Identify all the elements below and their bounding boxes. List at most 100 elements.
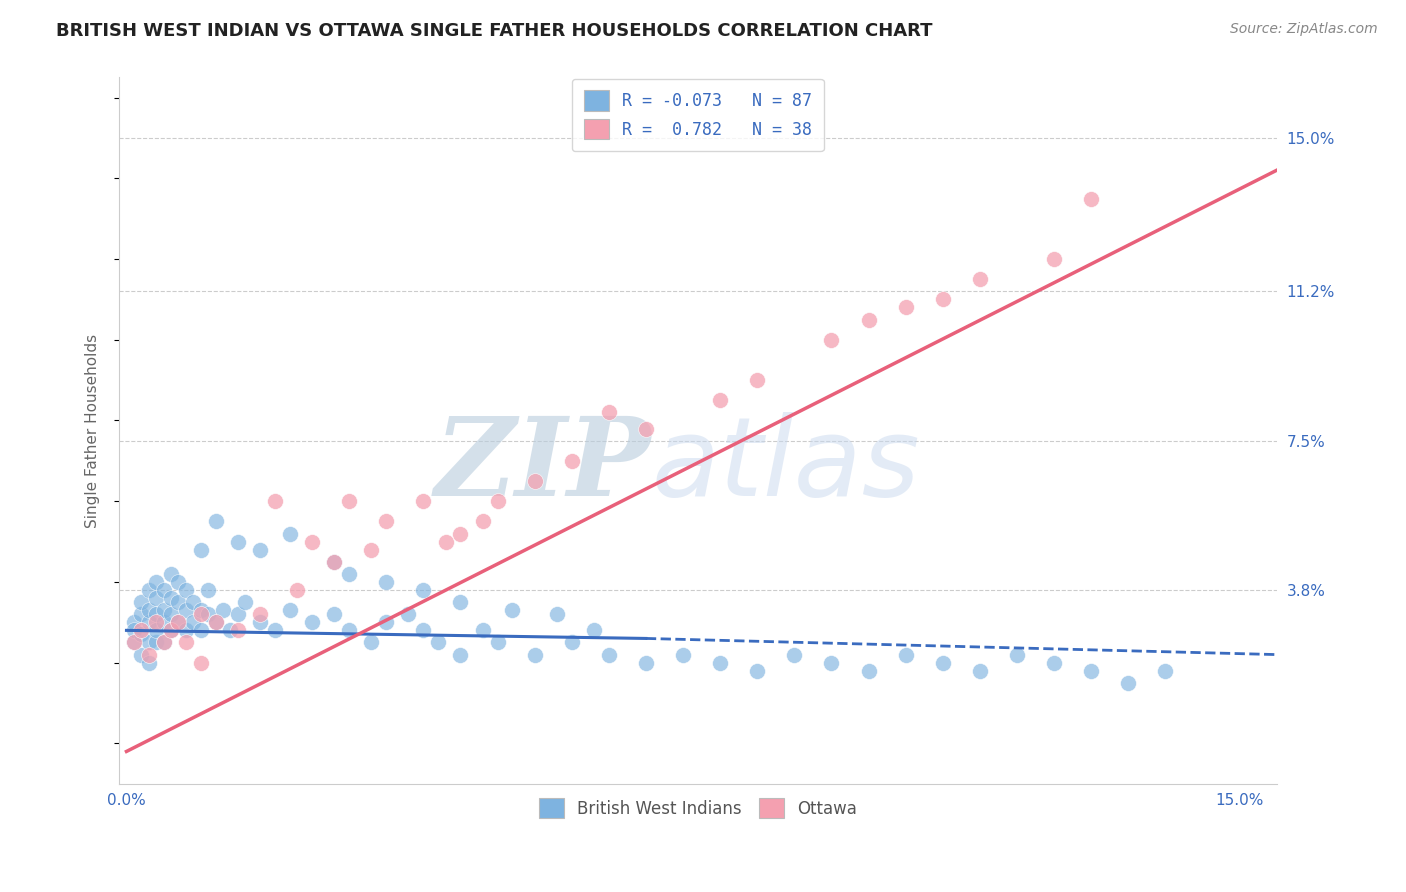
Point: [190, 542, 212, 557]
Point: [138, 603, 160, 617]
Point: [360, 635, 382, 649]
Point: [160, 624, 183, 638]
Point: [1116, 676, 1139, 690]
Point: [434, 534, 457, 549]
Point: [398, 607, 420, 622]
Point: [820, 656, 842, 670]
Point: [1043, 656, 1066, 670]
Point: [204, 615, 226, 630]
Point: [858, 664, 880, 678]
Point: [932, 656, 955, 670]
Point: [131, 627, 153, 641]
Point: [634, 421, 657, 435]
Point: [471, 515, 494, 529]
Point: [190, 624, 212, 638]
Point: [226, 607, 249, 622]
Point: [932, 293, 955, 307]
Point: [152, 635, 174, 649]
Y-axis label: Single Father Households: Single Father Households: [86, 334, 100, 528]
Point: [190, 607, 212, 622]
Point: [160, 591, 183, 605]
Point: [138, 615, 160, 630]
Point: [122, 615, 145, 630]
Point: [145, 624, 167, 638]
Point: [167, 615, 190, 630]
Point: [190, 656, 212, 670]
Point: [174, 582, 197, 597]
Point: [747, 664, 769, 678]
Point: [449, 526, 471, 541]
Point: [375, 515, 398, 529]
Point: [561, 635, 583, 649]
Point: [219, 624, 242, 638]
Point: [672, 648, 695, 662]
Point: [174, 624, 197, 638]
Point: [204, 615, 226, 630]
Point: [212, 603, 235, 617]
Point: [582, 624, 605, 638]
Point: [783, 648, 806, 662]
Point: [969, 272, 991, 286]
Point: [249, 542, 271, 557]
Point: [820, 333, 842, 347]
Point: [375, 615, 398, 630]
Point: [167, 595, 190, 609]
Point: [285, 582, 308, 597]
Point: [249, 607, 271, 622]
Point: [152, 603, 174, 617]
Point: [264, 494, 287, 508]
Point: [323, 607, 346, 622]
Point: [145, 635, 167, 649]
Point: [598, 648, 620, 662]
Point: [337, 566, 360, 581]
Point: [138, 582, 160, 597]
Point: [523, 474, 546, 488]
Point: [1043, 252, 1066, 266]
Text: atlas: atlas: [651, 412, 920, 519]
Point: [375, 574, 398, 589]
Point: [197, 607, 219, 622]
Point: [1080, 192, 1102, 206]
Point: [449, 595, 471, 609]
Point: [131, 648, 153, 662]
Point: [427, 635, 450, 649]
Point: [167, 615, 190, 630]
Point: [449, 648, 471, 662]
Point: [145, 607, 167, 622]
Point: [747, 373, 769, 387]
Point: [894, 301, 917, 315]
Point: [264, 624, 287, 638]
Point: [278, 603, 301, 617]
Point: [412, 624, 434, 638]
Point: [152, 635, 174, 649]
Point: [858, 312, 880, 326]
Point: [131, 624, 153, 638]
Point: [131, 607, 153, 622]
Point: [486, 494, 509, 508]
Point: [181, 615, 204, 630]
Point: [337, 494, 360, 508]
Point: [546, 607, 568, 622]
Point: [138, 635, 160, 649]
Point: [523, 648, 546, 662]
Point: [561, 454, 583, 468]
Point: [145, 591, 167, 605]
Point: [160, 624, 183, 638]
Point: [131, 595, 153, 609]
Point: [1154, 664, 1177, 678]
Point: [278, 526, 301, 541]
Point: [174, 635, 197, 649]
Point: [323, 555, 346, 569]
Point: [167, 574, 190, 589]
Text: ZIP: ZIP: [434, 412, 651, 520]
Point: [152, 615, 174, 630]
Point: [145, 574, 167, 589]
Point: [337, 624, 360, 638]
Point: [323, 555, 346, 569]
Text: Source: ZipAtlas.com: Source: ZipAtlas.com: [1230, 22, 1378, 37]
Point: [226, 624, 249, 638]
Point: [501, 603, 523, 617]
Point: [152, 582, 174, 597]
Point: [412, 494, 434, 508]
Point: [138, 656, 160, 670]
